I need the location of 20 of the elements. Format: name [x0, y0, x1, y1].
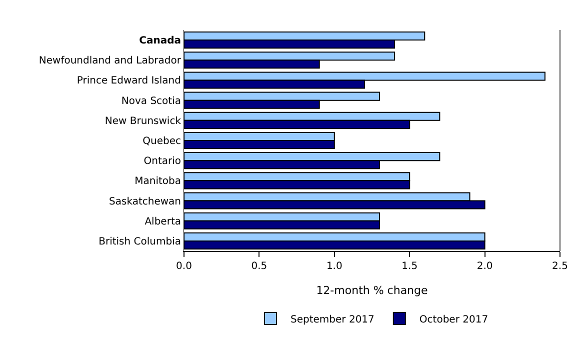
y-tick-label: Saskatchewan	[109, 196, 181, 208]
y-tick-label: New Brunswick	[104, 116, 182, 127]
y-tick-label: Manitoba	[134, 176, 181, 188]
x-tick-label: 2.5	[552, 261, 568, 272]
y-tick-label: Ontario	[144, 156, 181, 168]
y-tick-label: Quebec	[142, 136, 181, 147]
y-tick-label: Canada	[139, 36, 181, 47]
y-tick-label: Alberta	[144, 216, 181, 228]
legend-label: October 2017	[419, 314, 488, 326]
x-tick-label: 0.0	[176, 261, 192, 272]
x-tick-label: 1.5	[402, 261, 418, 272]
y-tick-label: Prince Edward Island	[76, 76, 181, 87]
legend-label: September 2017	[290, 314, 374, 326]
x-tick-label: 1.0	[326, 261, 342, 272]
x-tick-label: 0.5	[251, 261, 268, 272]
x-axis-title: 12-month % change	[316, 284, 428, 298]
y-tick-label: British Columbia	[98, 236, 181, 248]
x-tick-label: 2.0	[476, 261, 493, 272]
y-tick-label: Newfoundland and Labrador	[38, 56, 182, 67]
y-tick-label: Nova Scotia	[121, 96, 181, 107]
